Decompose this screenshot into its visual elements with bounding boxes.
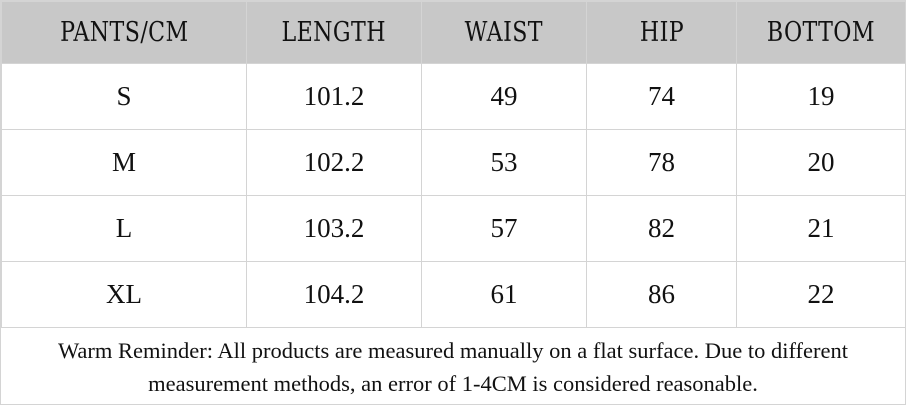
header-cell: PANTS/CM xyxy=(1,1,247,64)
header-text: LENGTH xyxy=(281,17,387,48)
size-row: S 101.2 49 74 19 xyxy=(1,63,906,130)
size-label: M xyxy=(1,129,247,196)
measurement: 19 xyxy=(736,63,906,130)
measurement: 82 xyxy=(586,195,737,262)
header-text: BOTTOM xyxy=(766,17,876,48)
size-row: L 103.2 57 82 21 xyxy=(1,195,906,262)
measurement: 102.2 xyxy=(246,129,422,196)
measurement: 53 xyxy=(421,129,587,196)
header-text: HIP xyxy=(639,17,684,48)
size-label: XL xyxy=(1,261,247,328)
size-row: XL 104.2 61 86 22 xyxy=(1,261,906,328)
header-row: PANTS/CM LENGTH WAIST HIP BOTTOM xyxy=(1,1,906,64)
measurement: 57 xyxy=(421,195,587,262)
measurement: 78 xyxy=(586,129,737,196)
header-cell: LENGTH xyxy=(246,1,422,64)
measurement: 74 xyxy=(586,63,737,130)
size-row: M 102.2 53 78 20 xyxy=(1,129,906,196)
table-body: S 101.2 49 74 19 M 102.2 53 78 20 L 103.2 57 82 21 XL 10… xyxy=(1,63,906,328)
header-text: WAIST xyxy=(464,17,544,48)
measurement: 104.2 xyxy=(246,261,422,328)
measurement: 21 xyxy=(736,195,906,262)
measurement: 86 xyxy=(586,261,737,328)
measurement: 101.2 xyxy=(246,63,422,130)
measurement: 20 xyxy=(736,129,906,196)
measurement: 49 xyxy=(421,63,587,130)
warm-reminder: Warm Reminder: All products are measured… xyxy=(58,338,848,396)
measurement: 103.2 xyxy=(246,195,422,262)
size-label: L xyxy=(1,195,247,262)
measurement: 61 xyxy=(421,261,587,328)
size-table: PANTS/CM LENGTH WAIST HIP BOTTOM S 101.2 49 74 1… xyxy=(1,1,906,328)
header-cell: BOTTOM xyxy=(736,1,906,64)
header-text: PANTS/CM xyxy=(59,17,189,48)
header-cell: HIP xyxy=(586,1,737,64)
measurement: 22 xyxy=(736,261,906,328)
size-label: S xyxy=(1,63,247,130)
header-cell: WAIST xyxy=(421,1,587,64)
